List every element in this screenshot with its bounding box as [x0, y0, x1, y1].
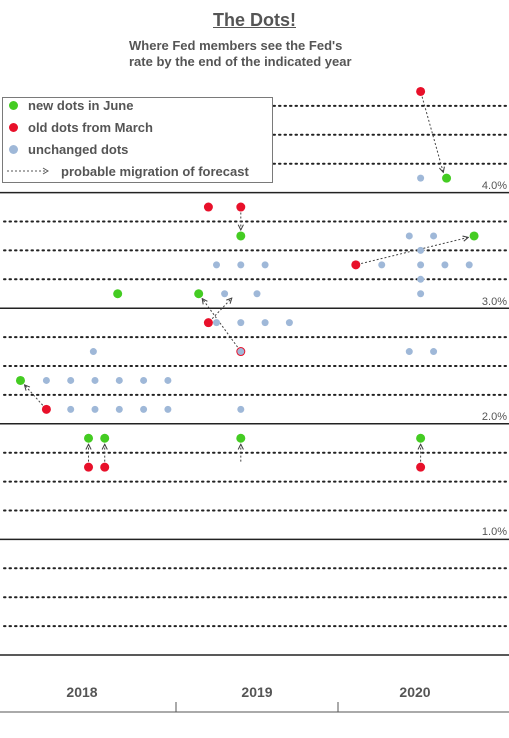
unchanged-dot — [253, 290, 261, 298]
old-dot — [100, 462, 110, 472]
unchanged-dot — [213, 261, 220, 269]
chart-legend: new dots in June old dots from March unc… — [2, 97, 273, 183]
new-dot — [236, 231, 246, 241]
unchanged-dot — [405, 348, 413, 356]
legend-label: old dots from March — [28, 119, 153, 135]
migration-arrow — [24, 385, 44, 406]
y-tick-label: 1.0% — [481, 526, 507, 538]
unchanged-dot — [213, 319, 220, 327]
new-dot — [416, 433, 426, 443]
unchanged-dot — [237, 261, 245, 269]
new-dot — [194, 289, 204, 299]
unchanged-dot — [417, 246, 425, 254]
blue-dot-icon — [9, 144, 18, 154]
unchanged-dot — [42, 376, 50, 384]
dashed-arrow-icon — [7, 167, 49, 175]
old-dot — [41, 404, 51, 414]
unchanged-dot — [405, 232, 413, 240]
old-dot — [84, 462, 94, 472]
x-category-label: 2020 — [399, 684, 431, 700]
legend-item-old: old dots from March — [9, 117, 153, 137]
chart-subtitle-line-1: Where Fed members see the Fed's — [129, 38, 343, 53]
old-dot — [236, 202, 246, 212]
unchanged-dot — [164, 376, 172, 384]
old-dot — [203, 202, 213, 212]
unchanged-dot — [261, 319, 269, 327]
unchanged-dot — [417, 261, 425, 269]
legend-item-unchanged: unchanged dots — [9, 139, 128, 159]
unchanged-dot — [417, 275, 425, 283]
new-dot — [15, 375, 25, 385]
old-dot — [416, 462, 426, 472]
new-dot — [442, 173, 452, 183]
green-dot-icon — [9, 100, 18, 110]
unchanged-dot — [115, 376, 123, 384]
unchanged-dot — [140, 376, 148, 384]
unchanged-dot — [285, 319, 293, 327]
unchanged-dot — [261, 261, 269, 269]
unchanged-dot — [221, 290, 229, 298]
unchanged-dot — [67, 405, 75, 413]
unchanged-dot — [237, 405, 245, 413]
legend-label: new dots in June — [28, 97, 134, 113]
red-dot-icon — [9, 122, 18, 132]
migration-arrow — [211, 298, 232, 320]
legend-label: unchanged dots — [28, 141, 129, 157]
chart-title: The Dots! — [213, 10, 296, 30]
legend-label: probable migration of forecast — [61, 163, 249, 179]
y-tick-label: 3.0% — [481, 296, 507, 308]
old-dot — [416, 86, 426, 96]
unchanged-dot — [378, 261, 386, 269]
unchanged-dot — [465, 261, 473, 269]
unchanged-dot — [430, 348, 438, 356]
unchanged-dot — [89, 348, 97, 356]
unchanged-dot — [417, 290, 425, 298]
x-category-label: 2018 — [66, 684, 98, 700]
unchanged-dot — [417, 174, 425, 182]
unchanged-dot — [67, 376, 75, 384]
migration-arrow — [421, 96, 443, 173]
old-dot — [203, 318, 213, 328]
x-category-label: 2019 — [241, 684, 273, 700]
new-dot — [236, 433, 246, 443]
unchanged-dot — [237, 319, 245, 327]
unchanged-dot — [430, 232, 438, 240]
unchanged-dot — [115, 405, 123, 413]
chart-subtitle-line-2: rate by the end of the indicated year — [129, 54, 352, 69]
unchanged-dot — [91, 376, 99, 384]
new-dot — [113, 289, 123, 299]
unchanged-dot — [140, 405, 148, 413]
old-dot — [351, 260, 361, 270]
unchanged-dot — [237, 348, 245, 356]
unchanged-dot — [441, 261, 449, 269]
y-tick-label: 4.0% — [481, 180, 507, 192]
legend-item-new: new dots in June — [9, 95, 133, 115]
unchanged-dot — [91, 405, 99, 413]
y-tick-label: 2.0% — [481, 411, 507, 423]
new-dot — [100, 433, 110, 443]
legend-item-migration: probable migration of forecast — [5, 161, 249, 181]
new-dot — [84, 433, 94, 443]
unchanged-dot — [164, 405, 172, 413]
new-dot — [469, 231, 479, 241]
